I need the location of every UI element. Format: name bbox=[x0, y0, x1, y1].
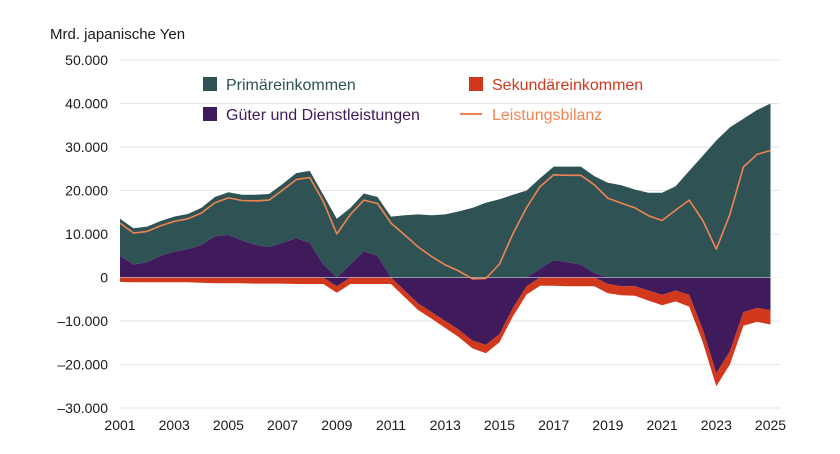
legend-label-primary-income: Primäreinkommen bbox=[226, 77, 356, 94]
x-tick-label: 2017 bbox=[538, 417, 569, 433]
area-primary-income bbox=[120, 103, 771, 278]
x-tick-label: 2011 bbox=[376, 417, 406, 433]
x-tick-label: 2007 bbox=[267, 417, 298, 433]
y-unit-label: Mrd. japanische Yen bbox=[50, 26, 185, 43]
x-tick-label: 2019 bbox=[592, 417, 623, 433]
y-tick-label: 20.000 bbox=[65, 183, 108, 199]
x-tick-label: 2003 bbox=[159, 417, 190, 433]
y-tick-label: 30.000 bbox=[65, 139, 108, 155]
legend-swatch-secondary-income bbox=[469, 77, 483, 91]
legend-label-secondary-income: Sekundäreinkommen bbox=[492, 77, 643, 94]
current-account-layer bbox=[119, 149, 771, 280]
legend: Primäreinkommen Sekundäreinkommen Güter … bbox=[203, 77, 643, 124]
y-tick-label: –10.000 bbox=[57, 313, 108, 329]
x-axis-ticks: 2001 2003 2005 2007 2009 2011 2013 2015 2017 2019… bbox=[104, 417, 786, 433]
legend-label-current-account: Leistungsbilanz bbox=[492, 107, 602, 124]
x-tick-label: 2015 bbox=[484, 417, 515, 433]
y-tick-label: 0 bbox=[100, 270, 108, 286]
y-axis-ticks: 50.000 40.000 30.000 20.000 10.000 0 –10.000 –2… bbox=[57, 52, 108, 416]
area-goods-services-positive bbox=[120, 234, 771, 278]
x-tick-label: 2005 bbox=[213, 417, 244, 433]
line-current-account bbox=[119, 149, 771, 280]
y-tick-label: 10.000 bbox=[65, 226, 108, 242]
x-tick-label: 2025 bbox=[755, 417, 786, 433]
stacked-areas bbox=[120, 103, 771, 387]
legend-swatch-primary-income bbox=[203, 77, 217, 91]
y-tick-label: –30.000 bbox=[57, 400, 108, 416]
legend-label-goods-services: Güter und Dienstleistungen bbox=[226, 107, 420, 124]
x-tick-label: 2001 bbox=[104, 417, 135, 433]
y-tick-label: 50.000 bbox=[65, 52, 108, 68]
x-tick-label: 2023 bbox=[701, 417, 732, 433]
x-tick-label: 2013 bbox=[430, 417, 461, 433]
legend-swatch-goods-services bbox=[203, 107, 217, 121]
area-goods-services-negative bbox=[120, 277, 771, 374]
x-tick-label: 2021 bbox=[647, 417, 678, 433]
y-tick-label: 40.000 bbox=[65, 96, 108, 112]
y-tick-label: –20.000 bbox=[57, 357, 108, 373]
x-tick-label: 2009 bbox=[321, 417, 352, 433]
